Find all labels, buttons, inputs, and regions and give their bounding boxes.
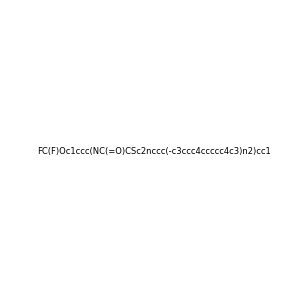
Text: FC(F)Oc1ccc(NC(=O)CSc2nccc(-c3ccc4ccccc4c3)n2)cc1: FC(F)Oc1ccc(NC(=O)CSc2nccc(-c3ccc4ccccc4… — [37, 147, 271, 156]
